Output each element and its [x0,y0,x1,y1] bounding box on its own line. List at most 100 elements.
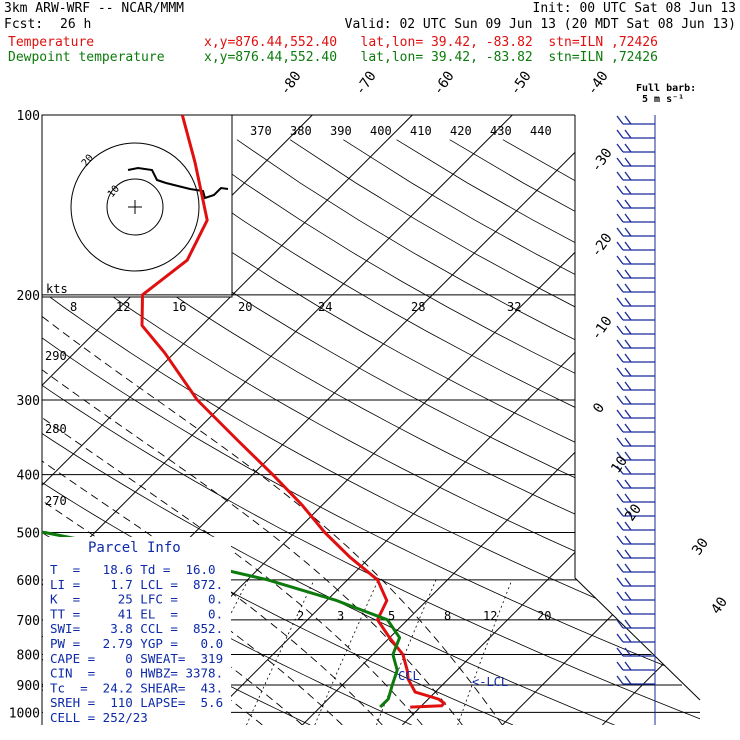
valid-time: Valid: 02 UTC Sun 09 Jun 13 (20 MDT Sat … [344,17,736,32]
theta-label: 390 [330,124,352,138]
isotherm-line [0,115,12,725]
wind-barb-flag [616,619,624,629]
wind-barb-flag [624,507,632,517]
mixing-ratio-label: 20 [537,609,551,623]
wind-barb-flag [616,227,624,237]
pressure-label: 1000 [9,706,40,721]
dewpoint-line [42,115,402,709]
dry-adiabat [449,139,700,725]
forecast-label: Fcst: [4,17,44,32]
wind-barb-flag [624,577,632,587]
pressure-label: 100 [17,109,40,124]
wind-barb-flag [616,129,624,139]
wind-barb-flag [624,423,632,433]
mixing-ratio-label: 12 [483,609,497,623]
wind-barb-flag [624,297,632,307]
theta-label: 430 [490,124,512,138]
isotherm-label: -40 [584,68,612,98]
wind-barb-flag [624,129,632,139]
pressure-label: 300 [17,394,40,409]
wind-barb-flag [624,115,632,125]
wind-barb-flag [616,241,624,251]
theta-label: 400 [370,124,392,138]
wind-barb-flag [624,675,632,685]
parcel-info-panel: Parcel Info T = 18.6 Td = 16.0LI = 1.7 LC… [43,537,231,725]
hodograph-speed-label: 20 [238,300,252,314]
parcel-info-row: LI = 1.7 LCL = 872. [50,577,223,592]
wind-barb-flag [616,577,624,587]
dry-adiabat [289,139,700,725]
wind-barb-flag [624,171,632,181]
wind-barb-flag [624,283,632,293]
wind-barb-flag [624,199,632,209]
theta-side-label: 270 [45,494,67,508]
wind-barb-flag [616,171,624,181]
dry-adiabat [343,139,700,725]
dry-adiabat [183,139,700,725]
wind-barb-flag [616,661,624,671]
wind-barb-flag [616,409,624,419]
parcel-info-row: TT = 41 EL = 0. [50,606,223,621]
mixing-ratio-line [376,579,437,725]
wind-barb-flag [624,591,632,601]
forecast-hours: 26 h [60,17,92,32]
temperature-line [140,115,446,709]
pressure-label: 800 [17,648,40,663]
wind-barb-flag [624,143,632,153]
parcel-info-row: SREH = 110 LAPSE= 5.6 [50,695,223,710]
hodograph-box [41,114,233,298]
model-title: 3km ARW-WRF -- NCAR/MMM [4,1,185,16]
isobar-lines [41,114,701,725]
wind-barb-flag [616,339,624,349]
dry-adiabat [130,139,700,725]
isotherm-label: 40 [708,594,731,617]
isotherm-label: -60 [430,68,458,98]
wind-barb-flag [624,241,632,251]
wind-barb-flag [624,493,632,503]
wind-barb-flag [616,367,624,377]
init-time: Init: 00 UTC Sat 08 Jun 13 [532,1,737,16]
wind-barb-flag [616,185,624,195]
wind-barb-flag [616,143,624,153]
pressure-label: 200 [17,289,40,304]
wind-barb-flag [616,633,624,643]
mixing-ratio-label: 3 [337,609,344,623]
wind-barb-flag [616,451,624,461]
wind-barb-flag [616,213,624,223]
isotherm-label: -50 [507,68,535,98]
wind-barb-flag [616,591,624,601]
wind-barb-flag [624,339,632,349]
wind-barb-flag [624,605,632,615]
wind-barb-flag [616,535,624,545]
isotherm-label: 10 [608,453,631,476]
parcel-info-row: CELL = 252/23 [50,710,148,725]
mixing-ratio-line [314,579,379,725]
theta-label: 370 [250,124,272,138]
pressure-label: 500 [17,527,40,542]
theta-side-label: 280 [45,422,67,436]
wind-barb-flag [616,437,624,447]
isotherm-line [702,115,740,725]
mixing-ratio-line [457,579,513,725]
wind-barb-flag [616,325,624,335]
wind-barb-flag [624,227,632,237]
mixing-ratio-label: 8 [444,609,451,623]
wind-barb-flag [616,423,624,433]
wind-barb-flag [616,647,624,657]
wind-barb-flag [624,633,632,643]
wind-barb-flag [624,647,632,657]
lcl-label: <-LCL [472,675,508,689]
parcel-info-row: T = 18.6 Td = 16.0 [50,562,216,577]
barb-key-title: Full barb: [636,83,697,94]
wind-barb-flag [624,381,632,391]
dry-adiabat [77,139,700,725]
hodograph-speed-label: 12 [116,300,130,314]
temperature-legend: Temperature [8,35,95,50]
plot-right-border [574,115,701,701]
hodograph-speed-label: 24 [318,300,332,314]
pressure-label: 400 [17,469,40,484]
pressure-label: 900 [17,679,40,694]
dry-adiabat [42,139,700,725]
